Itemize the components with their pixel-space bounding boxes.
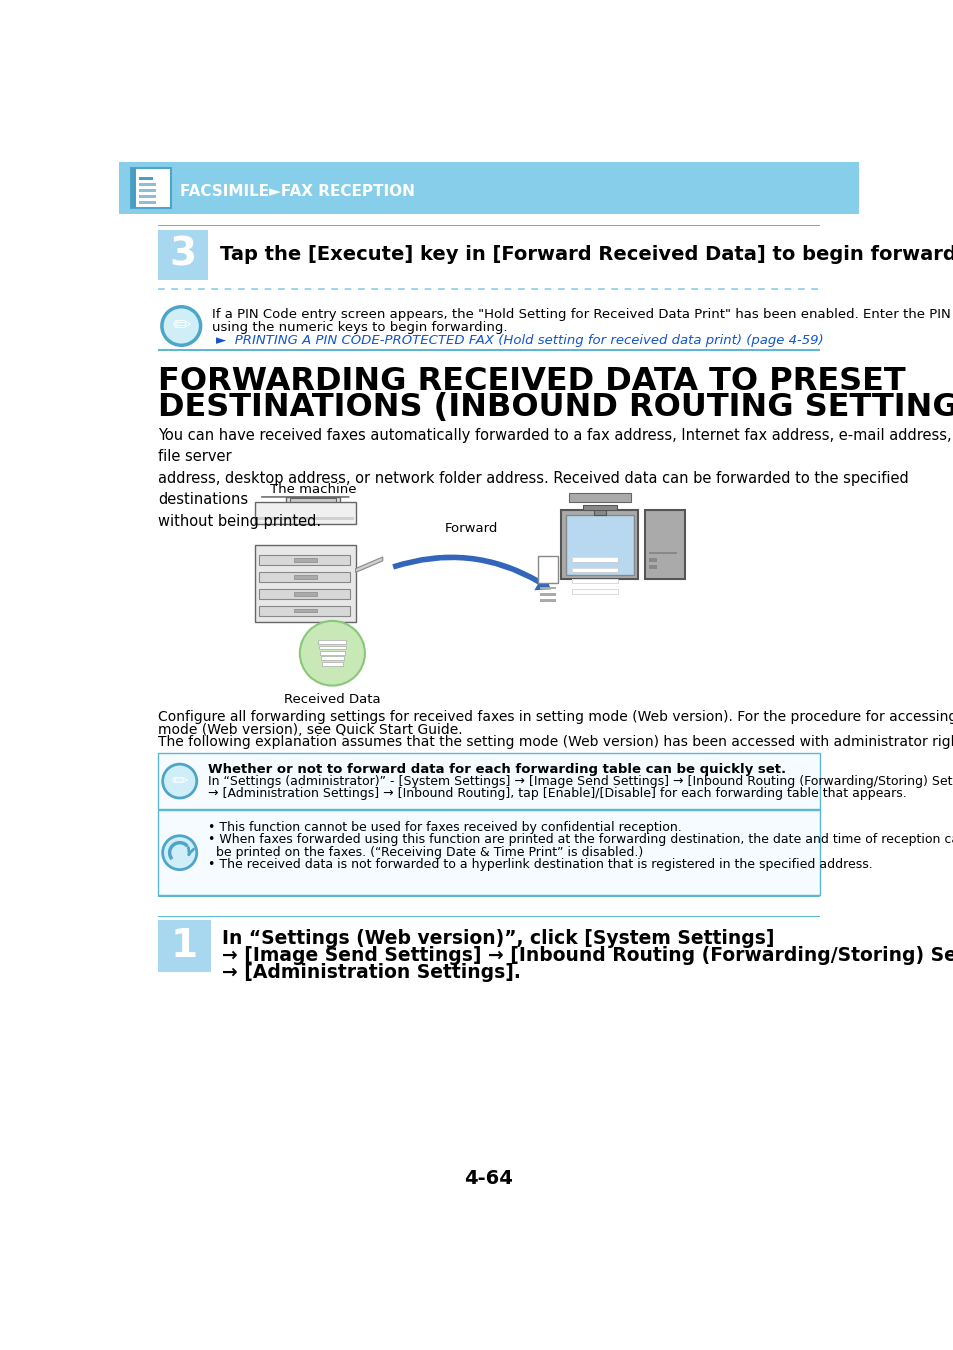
Text: ✏: ✏ <box>172 772 188 791</box>
Text: ✏: ✏ <box>172 316 191 336</box>
Polygon shape <box>355 558 382 572</box>
Bar <box>258 555 350 564</box>
Text: If a PIN Code entry screen appears, the "Hold Setting for Received Data Print" h: If a PIN Code entry screen appears, the … <box>212 308 953 321</box>
Text: → [Administration Settings].: → [Administration Settings]. <box>222 963 520 981</box>
Bar <box>571 568 618 572</box>
Bar <box>258 606 350 616</box>
Bar <box>539 587 555 590</box>
Bar <box>294 558 316 562</box>
Bar <box>319 645 345 649</box>
Text: In “Settings (Web version)”, click [System Settings]: In “Settings (Web version)”, click [Syst… <box>222 929 774 948</box>
Bar <box>319 651 344 655</box>
Bar <box>320 656 344 660</box>
Bar <box>649 558 657 562</box>
Bar <box>539 599 555 602</box>
Text: Configure all forwarding settings for received faxes in setting mode (Web versio: Configure all forwarding settings for re… <box>158 710 953 724</box>
Text: mode (Web version), see Quick Start Guide.: mode (Web version), see Quick Start Guid… <box>158 722 462 737</box>
Bar <box>649 552 677 554</box>
Circle shape <box>299 621 365 686</box>
Circle shape <box>162 306 200 346</box>
Bar <box>644 510 684 579</box>
Circle shape <box>162 764 196 798</box>
FancyArrowPatch shape <box>392 555 551 590</box>
Text: The machine: The machine <box>270 483 356 495</box>
Text: Forward: Forward <box>445 521 498 535</box>
Bar <box>568 493 630 502</box>
Text: FACSIMILE►FAX RECEPTION: FACSIMILE►FAX RECEPTION <box>179 184 415 198</box>
Text: using the numeric keys to begin forwarding.: using the numeric keys to begin forwardi… <box>212 320 507 333</box>
Bar <box>258 589 350 598</box>
Bar <box>565 516 633 575</box>
Bar <box>138 177 152 180</box>
Text: → [Image Send Settings] → [Inbound Routing (Forwarding/Storing) Settings]: → [Image Send Settings] → [Inbound Routi… <box>222 946 953 965</box>
Text: • The received data is not forwarded to a hyperlink destination that is register: • The received data is not forwarded to … <box>208 859 871 871</box>
Bar <box>571 579 618 583</box>
Bar <box>119 162 858 215</box>
Bar <box>158 230 208 279</box>
Circle shape <box>162 836 196 869</box>
Bar <box>571 590 618 594</box>
Bar <box>593 506 605 516</box>
Bar <box>539 593 555 595</box>
Text: 4-64: 4-64 <box>464 1169 513 1188</box>
Text: Tap the [Execute] key in [Forward Received Data] to begin forwarding.: Tap the [Execute] key in [Forward Receiv… <box>220 246 953 265</box>
Bar <box>321 662 343 666</box>
Bar <box>318 640 346 644</box>
Bar <box>571 558 618 562</box>
Bar <box>138 189 155 192</box>
Bar <box>571 568 618 572</box>
Text: Received Data: Received Data <box>284 694 380 706</box>
Bar <box>537 556 558 583</box>
Bar <box>254 545 355 622</box>
Text: 3: 3 <box>170 236 196 274</box>
Bar <box>256 517 354 520</box>
Bar <box>254 502 355 524</box>
Bar <box>294 591 316 595</box>
Text: FORWARDING RECEIVED DATA TO PRESET: FORWARDING RECEIVED DATA TO PRESET <box>158 366 904 397</box>
Text: ►  PRINTING A PIN CODE-PROTECTED FAX (Hold setting for received data print) (pag: ► PRINTING A PIN CODE-PROTECTED FAX (Hol… <box>216 333 822 347</box>
Bar <box>560 510 638 579</box>
Text: be printed on the faxes. (“Receiving Date & Time Print” is disabled.): be printed on the faxes. (“Receiving Dat… <box>208 845 642 859</box>
Bar <box>138 196 155 198</box>
Text: • When faxes forwarded using this function are printed at the forwarding destina: • When faxes forwarded using this functi… <box>208 833 953 846</box>
Text: Whether or not to forward data for each forwarding table can be quickly set.: Whether or not to forward data for each … <box>208 763 785 776</box>
Text: You can have received faxes automatically forwarded to a fax address, Internet f: You can have received faxes automaticall… <box>158 428 951 529</box>
Text: → [Administration Settings] → [Inbound Routing], tap [Enable]/[Disable] for each: → [Administration Settings] → [Inbound R… <box>208 787 905 801</box>
Bar <box>649 564 657 570</box>
Bar <box>290 498 335 506</box>
Bar <box>294 575 316 579</box>
Text: DESTINATIONS (INBOUND ROUTING SETTINGS): DESTINATIONS (INBOUND ROUTING SETTINGS) <box>158 393 953 424</box>
Text: In “Settings (administrator)” - [System Settings] → [Image Send Settings] → [Inb: In “Settings (administrator)” - [System … <box>208 775 953 788</box>
Text: 1: 1 <box>171 927 197 965</box>
Bar <box>131 169 171 208</box>
Bar <box>158 810 819 895</box>
Bar <box>582 505 617 510</box>
Text: The following explanation assumes that the setting mode (Web version) has been a: The following explanation assumes that t… <box>158 734 953 749</box>
Bar <box>138 182 155 186</box>
Bar <box>158 919 211 972</box>
Bar <box>571 558 618 562</box>
Bar <box>138 201 155 204</box>
Bar <box>158 753 819 809</box>
Bar <box>571 579 618 583</box>
Bar <box>131 169 136 208</box>
Text: • This function cannot be used for faxes received by confidential reception.: • This function cannot be used for faxes… <box>208 821 680 834</box>
Bar <box>258 571 350 582</box>
Bar <box>294 609 316 613</box>
Bar <box>286 497 340 510</box>
Bar <box>571 590 618 594</box>
